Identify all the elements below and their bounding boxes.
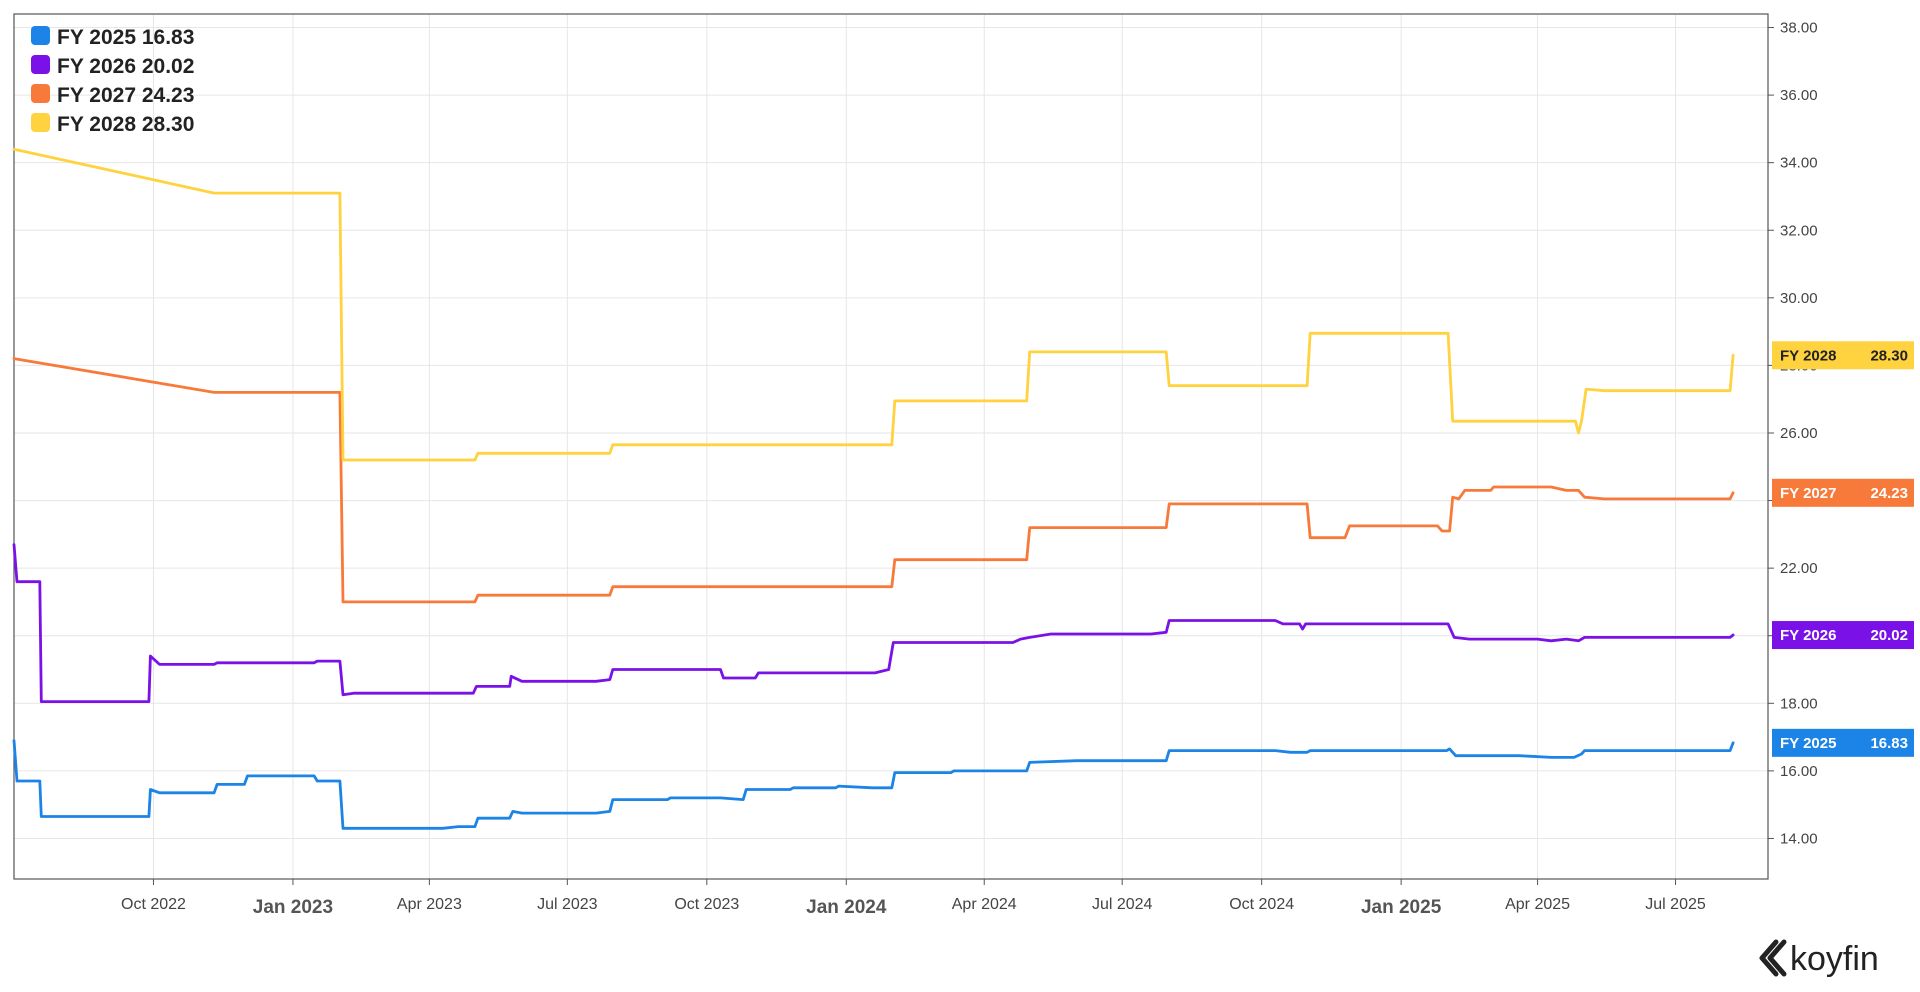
y-tick-label: 18.00 bbox=[1780, 695, 1818, 712]
badge-series-name: FY 2025 bbox=[1780, 735, 1836, 752]
badge-series-name: FY 2027 bbox=[1780, 485, 1836, 502]
y-tick-label: 32.00 bbox=[1780, 222, 1818, 239]
series-line-fy-2025 bbox=[12, 739, 1735, 830]
legend-swatch bbox=[31, 26, 50, 45]
koyfin-logo[interactable]: koyfin bbox=[1759, 939, 1879, 978]
x-tick-label: Jan 2023 bbox=[253, 897, 333, 918]
x-tick-label: Jul 2025 bbox=[1645, 896, 1706, 913]
legend-item-fy-2028[interactable]: FY 2028 28.30 bbox=[31, 113, 194, 136]
y-tick-label: 36.00 bbox=[1780, 87, 1818, 104]
x-tick-label: Oct 2024 bbox=[1229, 896, 1294, 913]
y-tick-label: 30.00 bbox=[1780, 290, 1818, 307]
x-tick-label: Jan 2025 bbox=[1361, 897, 1442, 918]
y-tick-label: 26.00 bbox=[1780, 425, 1818, 442]
badge-value: 20.02 bbox=[1870, 627, 1908, 644]
x-tick-label: Apr 2025 bbox=[1505, 896, 1570, 913]
badge-fy-2028: FY 2028 28.30 bbox=[1772, 341, 1914, 370]
legend-label: FY 2025 16.83 bbox=[57, 26, 194, 49]
badge-series-name: FY 2028 bbox=[1780, 347, 1836, 364]
plot-area-border bbox=[13, 13, 1769, 880]
legend-swatch bbox=[31, 113, 50, 132]
badge-value: 28.30 bbox=[1870, 347, 1908, 364]
badge-background bbox=[1772, 728, 1914, 757]
legend-item-fy-2026[interactable]: FY 2026 20.02 bbox=[31, 55, 194, 78]
badge-fy-2026: FY 2026 20.02 bbox=[1772, 621, 1914, 650]
x-tick-label: Jan 2024 bbox=[806, 897, 887, 918]
legend-swatch bbox=[31, 55, 50, 74]
series-lines bbox=[12, 147, 1735, 830]
series-line-fy-2028 bbox=[12, 147, 1735, 462]
badge-value: 16.83 bbox=[1870, 735, 1908, 752]
x-tick-label: Oct 2022 bbox=[121, 896, 186, 913]
badge-series-name: FY 2026 bbox=[1780, 627, 1836, 644]
y-tick-label: 16.00 bbox=[1780, 763, 1818, 780]
badge-fy-2027: FY 2027 24.23 bbox=[1772, 478, 1914, 507]
x-tick-label: Jul 2024 bbox=[1092, 896, 1153, 913]
badge-fy-2025: FY 2025 16.83 bbox=[1772, 728, 1914, 757]
x-tick-label: Jul 2023 bbox=[537, 896, 598, 913]
legend-item-fy-2025[interactable]: FY 2025 16.83 bbox=[31, 26, 194, 49]
y-tick-label: 14.00 bbox=[1780, 830, 1818, 847]
legend-label: FY 2026 20.02 bbox=[57, 55, 194, 78]
x-axis: Oct 2022 Jan 2023 Apr 2023 Jul 2023 Oct 2023… bbox=[121, 879, 1706, 918]
y-tick-label: 38.00 bbox=[1780, 20, 1818, 37]
legend[interactable]: FY 2025 16.83 FY 2026 20.02 FY 2027 24.23 F… bbox=[31, 26, 194, 136]
x-tick-label: Apr 2023 bbox=[397, 896, 462, 913]
logo-text: koyfin bbox=[1790, 940, 1879, 978]
badge-background bbox=[1772, 621, 1914, 650]
badge-value: 24.23 bbox=[1870, 485, 1908, 502]
y-tick-label: 34.00 bbox=[1780, 155, 1818, 172]
chart-grid bbox=[14, 14, 1768, 879]
legend-label: FY 2028 28.30 bbox=[57, 113, 194, 136]
legend-swatch bbox=[31, 84, 50, 103]
y-axis: 14.0016.0018.0020.0022.0024.0026.0028.00… bbox=[1768, 20, 1818, 847]
x-tick-label: Apr 2024 bbox=[952, 896, 1017, 913]
series-line-fy-2027 bbox=[12, 357, 1735, 604]
x-tick-label: Oct 2023 bbox=[674, 896, 739, 913]
legend-item-fy-2027[interactable]: FY 2027 24.23 bbox=[31, 84, 194, 107]
badge-background bbox=[1772, 341, 1914, 370]
y-tick-label: 22.00 bbox=[1780, 560, 1818, 577]
series-line-fy-2026 bbox=[12, 543, 1735, 703]
koyfin-logo-icon bbox=[1759, 939, 1787, 977]
badge-background bbox=[1772, 478, 1914, 507]
legend-label: FY 2027 24.23 bbox=[57, 84, 194, 107]
